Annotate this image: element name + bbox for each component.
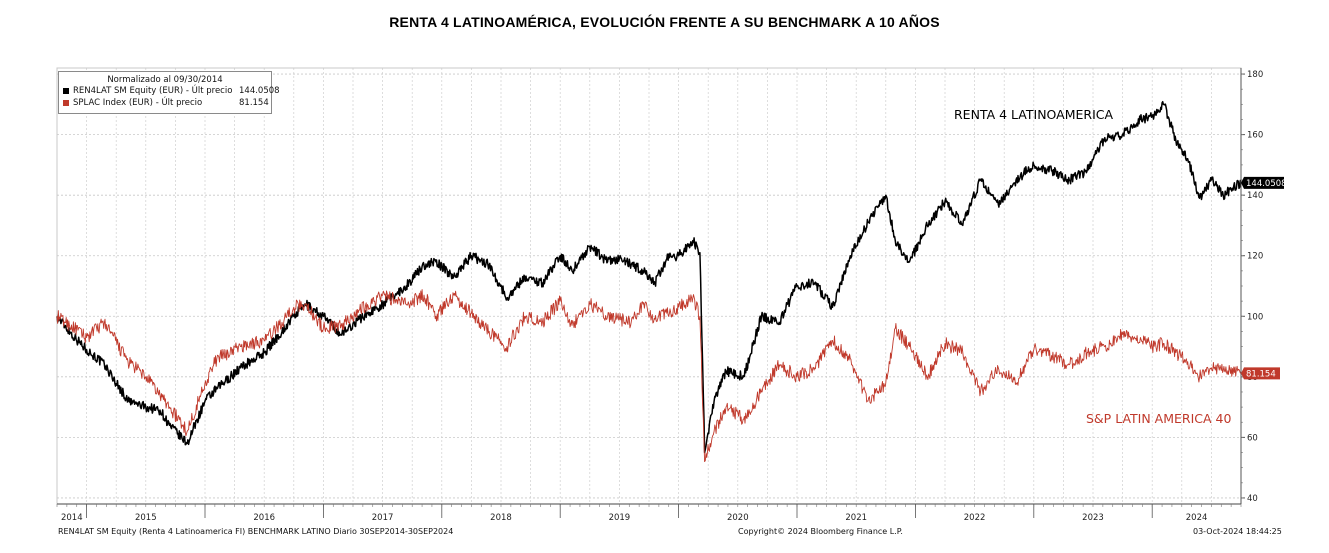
x-tick-label: 2021: [845, 513, 867, 523]
y-tick-label: 40: [1247, 494, 1258, 504]
footer-center: Copyright© 2024 Bloomberg Finance L.P.: [738, 527, 903, 536]
last-value-tag-text: 144.0508: [1246, 179, 1287, 189]
legend-label-splac: SPLAC Index (EUR) - Últ precio: [73, 98, 203, 108]
footer-left: REN4LAT SM Equity (Renta 4 Latinoamerica…: [58, 527, 454, 536]
y-tick-label: 60: [1247, 433, 1258, 443]
last-value-tag-renta4: 144.0508: [1241, 176, 1287, 189]
chart-title: RENTA 4 LATINOAMÉRICA, EVOLUCIÓN FRENTE …: [389, 14, 940, 30]
legend-value-renta4: 144.0508: [239, 86, 280, 96]
x-tick-label: 2018: [490, 513, 512, 523]
y-tick-label: 120: [1247, 252, 1263, 262]
legend-label-renta4: REN4LAT SM Equity (EUR) - Últ precio: [73, 86, 233, 96]
annotation-splac: S&P LATIN AMERICA 40: [1086, 411, 1231, 426]
last-value-tag-bg: [1241, 176, 1284, 189]
y-tick-label: 180: [1247, 70, 1263, 80]
footer-right: 03-Oct-2024 18:44:25: [1193, 527, 1282, 536]
x-tick-label: 2020: [727, 513, 749, 523]
x-tick-label: 2015: [135, 513, 157, 523]
y-axis: 406080100120140160180: [1240, 68, 1263, 504]
legend-entry-splac: SPLAC Index (EUR) - Últ precio 81.154: [63, 98, 271, 109]
legend: Normalizado al 09/30/2014 REN4LAT SM Equ…: [58, 71, 280, 114]
legend-swatch-splac: [63, 100, 69, 106]
legend-entry-renta4: REN4LAT SM Equity (EUR) - Últ precio 144…: [63, 86, 280, 97]
legend-swatch-renta4: [63, 88, 69, 94]
y-tick-label: 140: [1247, 191, 1263, 201]
grid-lines: [56, 68, 1242, 504]
x-tick-label: 2022: [964, 513, 986, 523]
x-tick-label: 2016: [253, 513, 275, 523]
last-value-tag-text: 81.154: [1246, 369, 1276, 379]
y-tick-label: 100: [1247, 312, 1263, 322]
legend-value-splac: 81.154: [239, 98, 269, 108]
series-layer: [56, 100, 1242, 463]
x-tick-label: 2017: [372, 513, 394, 523]
x-tick-label: 2023: [1082, 513, 1104, 523]
x-axis: 2014 2015 2016 2017 2018 2019 2020 2021 2022 2023…: [56, 503, 1242, 523]
last-value-tag-bg: [1241, 367, 1280, 380]
y-tick-label: 160: [1247, 131, 1263, 141]
last-value-tag-splac: 81.154: [1241, 367, 1280, 380]
legend-header: Normalizado al 09/30/2014: [107, 75, 223, 85]
series-line-renta4: [56, 100, 1242, 454]
series-line-splac: [56, 289, 1242, 463]
x-tick-label: 2014: [61, 513, 83, 523]
x-tick-label: 2024: [1186, 513, 1208, 523]
annotation-renta4: RENTA 4 LATINOAMERICA: [954, 107, 1114, 122]
x-tick-label: 2019: [609, 513, 631, 523]
annotations-layer: 144.0508 81.154 RENTA 4 LATINOAMERICA S&P L…: [954, 107, 1287, 426]
